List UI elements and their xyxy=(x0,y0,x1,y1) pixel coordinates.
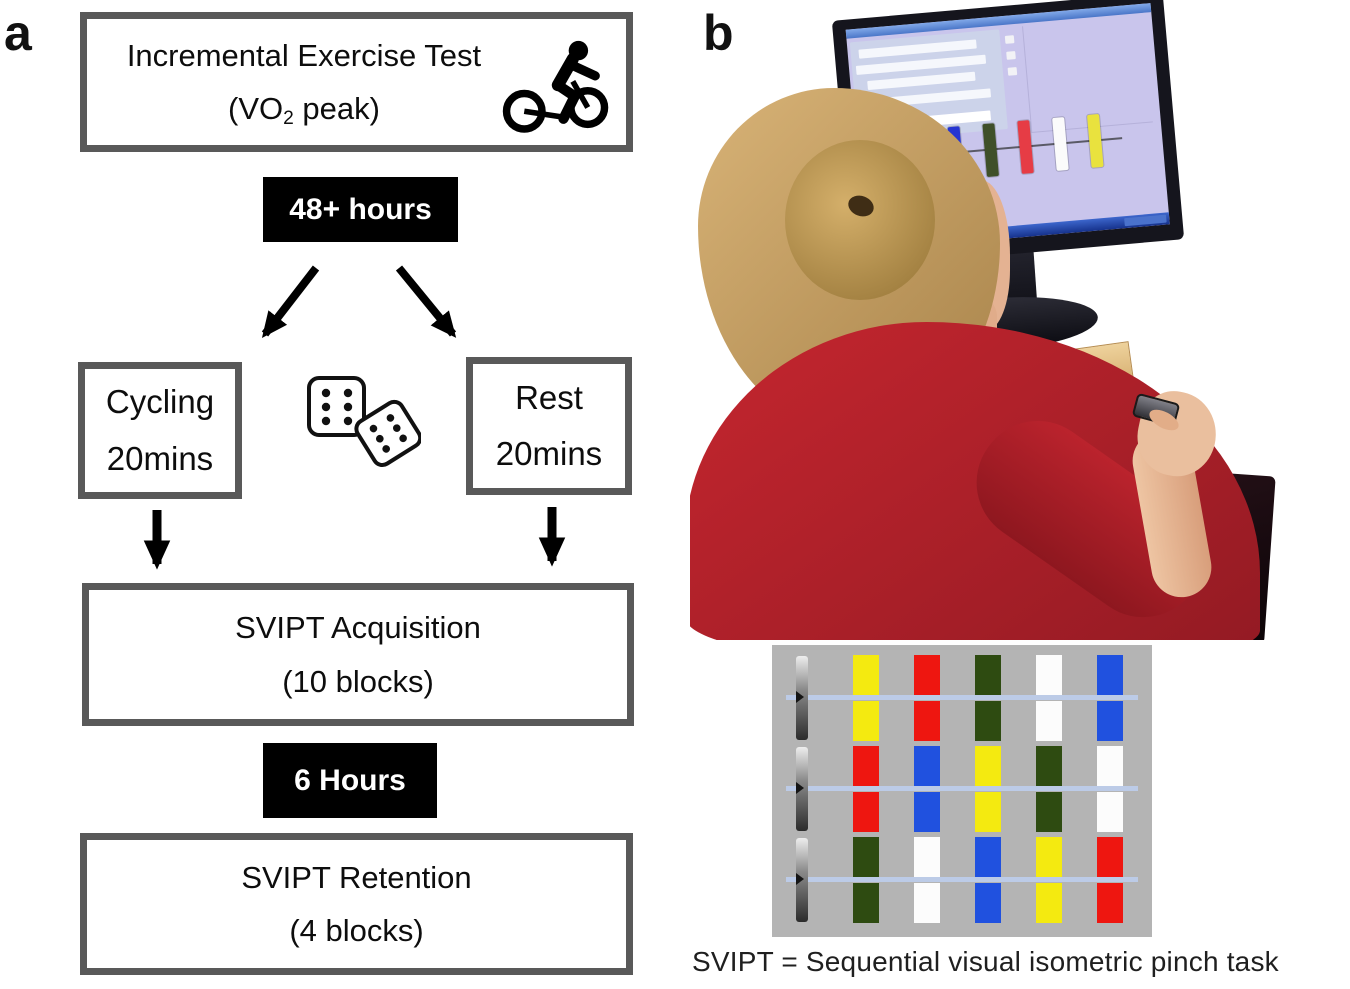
target-bottom xyxy=(853,883,879,923)
experiment-photo xyxy=(690,0,1350,640)
exercise-test-box: Incremental Exercise Test (VO2 peak) xyxy=(80,12,633,152)
grid-row xyxy=(772,655,1152,741)
retention-box: SVIPT Retention (4 blocks) xyxy=(80,833,633,975)
target-bar-green xyxy=(1036,746,1062,832)
target-top xyxy=(853,655,879,695)
target-bottom xyxy=(914,701,940,741)
acquisition-box: SVIPT Acquisition (10 blocks) xyxy=(82,583,634,726)
die-upright xyxy=(307,376,366,437)
vo2-subscript: 2 xyxy=(283,107,294,129)
screen-bar-green xyxy=(982,123,999,178)
grid-row xyxy=(772,746,1152,832)
target-top xyxy=(914,746,940,786)
target-bottom xyxy=(975,701,1001,741)
cycling-box: Cycling 20mins xyxy=(78,362,242,499)
target-bar-white xyxy=(1036,655,1062,741)
target-top xyxy=(1036,837,1062,877)
target-bottom xyxy=(914,792,940,832)
svipt-grid xyxy=(772,645,1152,937)
taskbar-tray xyxy=(1124,214,1167,227)
acquisition-line1: SVIPT Acquisition xyxy=(235,610,481,646)
target-bottom xyxy=(1097,792,1123,832)
target-bar-blue xyxy=(914,746,940,832)
cycling-line1: Cycling xyxy=(105,383,215,421)
screen-bar-yellow xyxy=(1086,114,1104,168)
cycling-line2: 20mins xyxy=(106,439,214,477)
target-line xyxy=(786,695,1138,700)
screen-bar-red xyxy=(1017,120,1034,174)
rest-line1: Rest xyxy=(515,378,583,416)
target-top xyxy=(914,655,940,695)
target-bottom xyxy=(975,792,1001,832)
target-bottom xyxy=(1036,792,1062,832)
target-bar-red xyxy=(1097,837,1123,923)
target-top xyxy=(1097,746,1123,786)
rest-box: Rest 20mins xyxy=(466,357,632,495)
exercise-test-text: Incremental Exercise Test (VO2 peak) xyxy=(127,29,481,136)
target-bar-green xyxy=(853,837,879,923)
acquisition-line2: (10 blocks) xyxy=(282,663,434,699)
die-tilted xyxy=(354,399,421,468)
target-bar-yellow xyxy=(853,655,879,741)
hair-bun xyxy=(785,140,935,300)
target-top xyxy=(1097,837,1123,877)
target-bottom xyxy=(1097,701,1123,741)
target-top xyxy=(975,837,1001,877)
interval-6-hours: 6 Hours xyxy=(263,743,437,818)
figure-caption: SVIPT = Sequential visual isometric pinc… xyxy=(692,946,1279,977)
rest-line2: 20mins xyxy=(495,435,603,472)
force-cursor xyxy=(796,747,808,831)
retention-line2: (4 blocks) xyxy=(289,913,424,948)
target-top xyxy=(975,655,1001,695)
target-bar-white xyxy=(1097,746,1123,832)
target-bar-blue xyxy=(975,837,1001,923)
target-top xyxy=(853,746,879,786)
exercise-test-line2: (VO2 peak) xyxy=(228,91,380,129)
target-top xyxy=(975,746,1001,786)
target-bar-blue xyxy=(1097,655,1123,741)
target-bar-red xyxy=(914,655,940,741)
panel-a-label: a xyxy=(4,5,32,61)
target-bar-green xyxy=(975,655,1001,741)
target-bar-red xyxy=(853,746,879,832)
arrow-to-cycling xyxy=(261,265,320,338)
force-cursor xyxy=(796,656,808,740)
retention-line1: SVIPT Retention xyxy=(241,859,472,895)
target-bar-yellow xyxy=(975,746,1001,832)
target-bottom xyxy=(914,883,940,923)
target-top xyxy=(853,837,879,877)
screen-bar-white xyxy=(1052,117,1069,171)
target-top xyxy=(914,837,940,877)
target-bottom xyxy=(853,701,879,741)
target-bottom xyxy=(975,883,1001,923)
target-top xyxy=(1036,655,1062,695)
target-bar-white xyxy=(914,837,940,923)
target-top xyxy=(1036,746,1062,786)
cyclist-icon xyxy=(502,40,609,133)
arrow-to-rest xyxy=(395,265,457,338)
target-bottom xyxy=(853,792,879,832)
target-bar-yellow xyxy=(1036,837,1062,923)
grid-row xyxy=(772,837,1152,923)
target-bottom xyxy=(1097,883,1123,923)
dice-icon xyxy=(307,376,421,468)
target-bottom xyxy=(1036,701,1062,741)
interval-48-hours: 48+ hours xyxy=(263,177,458,242)
target-line xyxy=(786,786,1138,791)
target-line xyxy=(786,877,1138,882)
target-top xyxy=(1097,655,1123,695)
panel-b-label: b xyxy=(703,5,734,61)
force-cursor xyxy=(796,838,808,922)
target-bottom xyxy=(1036,883,1062,923)
exercise-test-line1: Incremental Exercise Test xyxy=(126,37,482,73)
